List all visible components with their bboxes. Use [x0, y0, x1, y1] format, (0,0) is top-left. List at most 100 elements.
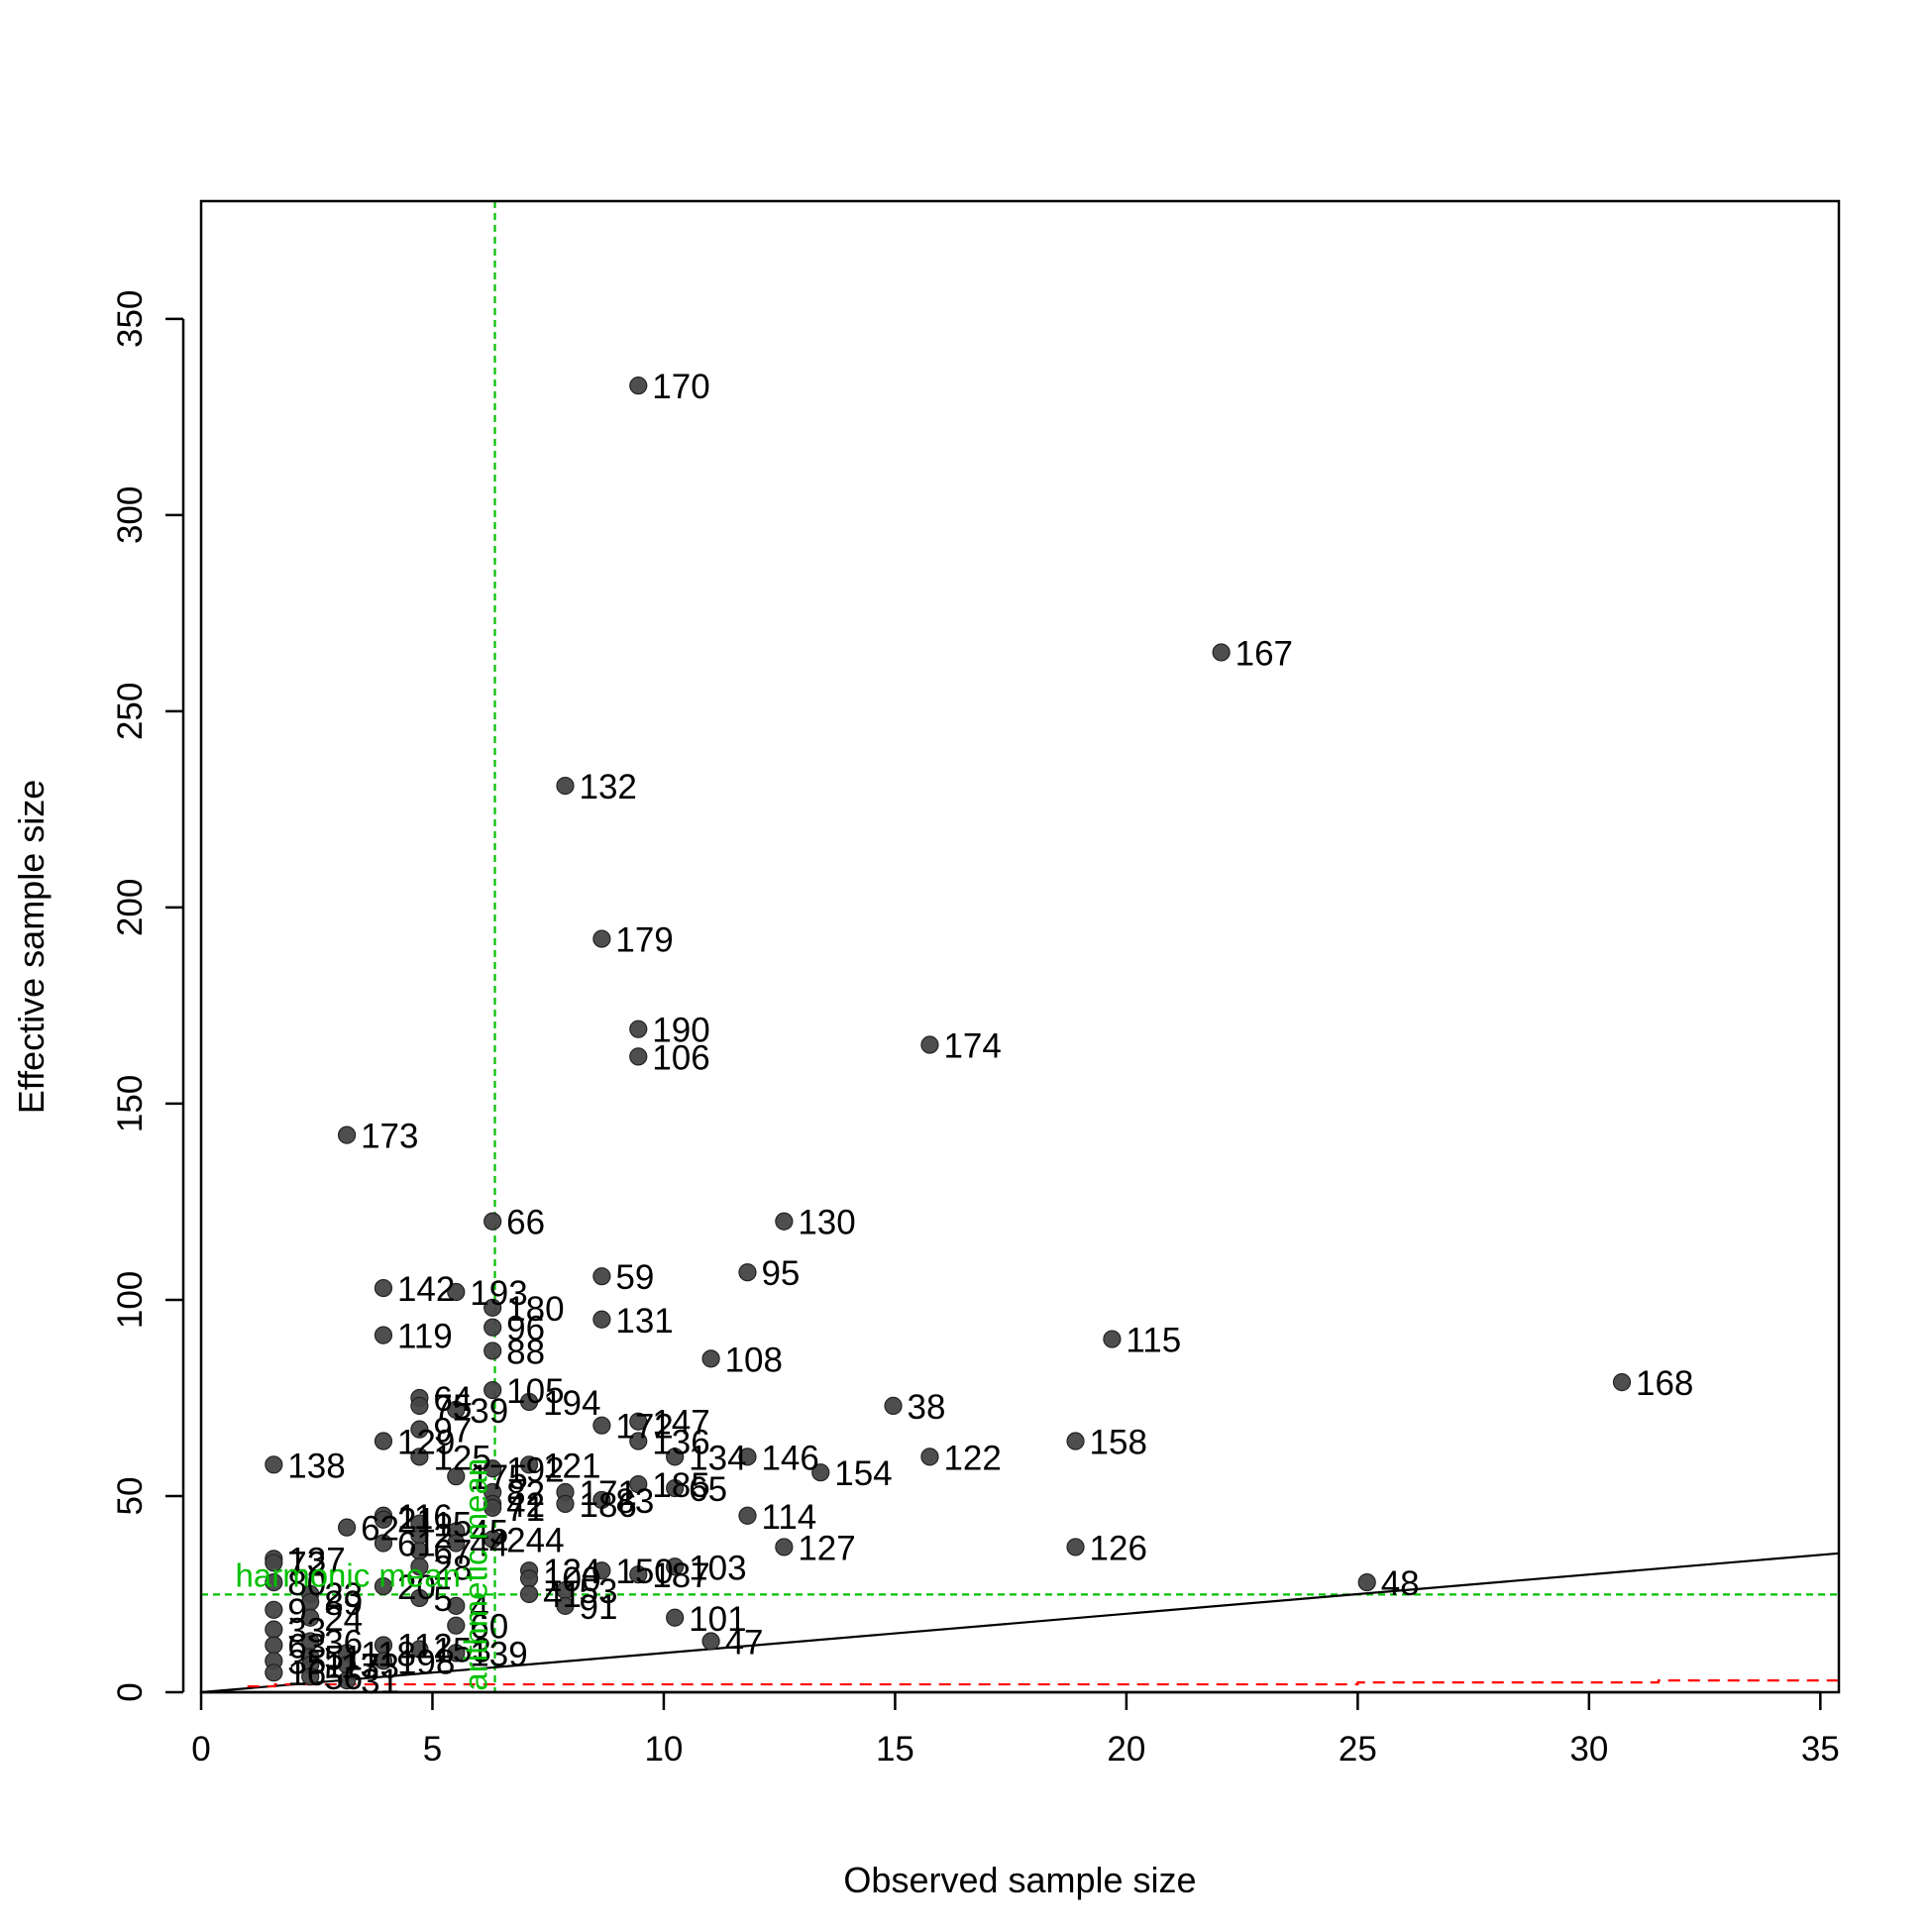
point-label: 45 [470, 1514, 508, 1553]
point-label: 153 [433, 1631, 490, 1669]
data-point [556, 777, 575, 796]
point-label: 39 [470, 1392, 508, 1431]
data-points [265, 376, 1632, 1690]
data-point [410, 1557, 429, 1576]
point-label: 103 [689, 1549, 746, 1587]
data-point [629, 1020, 648, 1038]
point-label: 5 [433, 1580, 452, 1619]
point-label: 47 [725, 1624, 764, 1663]
y-tick-label: 250 [111, 683, 150, 740]
data-point [592, 1561, 611, 1580]
data-point [374, 1326, 393, 1344]
identity-line [200, 1552, 1840, 1694]
data-point [483, 1498, 502, 1517]
data-point [483, 1380, 502, 1400]
data-point [265, 1620, 283, 1639]
data-point [519, 1392, 539, 1412]
arithmetic-mean-label: arithmetic mean [458, 1458, 494, 1691]
identity-line-group [200, 1552, 1840, 1694]
point-label: 42 [506, 1486, 545, 1525]
harmonic-mean-label: harmonic mean [236, 1556, 461, 1593]
data-point [519, 1455, 539, 1474]
point-label: 33 [287, 1612, 326, 1651]
point-label: 129 [397, 1424, 455, 1462]
point-label: 244 [506, 1522, 564, 1560]
point-label: 168 [1636, 1364, 1693, 1403]
data-point [410, 1588, 429, 1608]
data-point [374, 1432, 393, 1450]
point-label: 122 [943, 1439, 1001, 1477]
point-label: 136 [652, 1424, 709, 1462]
point-label: 106 [652, 1038, 709, 1077]
data-point [265, 1455, 283, 1474]
data-point [374, 1534, 393, 1553]
point-label: 193 [470, 1274, 527, 1313]
point-label: 41 [543, 1576, 582, 1615]
point-label: 9 [287, 1592, 306, 1631]
data-point [884, 1396, 903, 1415]
point-label: 28 [433, 1549, 472, 1587]
data-point [483, 1342, 502, 1360]
point-label: 167 [1235, 634, 1293, 673]
data-point [374, 1510, 393, 1529]
point-label: 24 [324, 1600, 363, 1639]
point-label: 130 [798, 1204, 855, 1242]
point-label: 21 [397, 1502, 436, 1541]
data-point [666, 1478, 685, 1498]
point-label: 60 [470, 1608, 508, 1647]
point-label: 139 [470, 1635, 527, 1673]
point-label: 138 [287, 1447, 345, 1485]
data-point [920, 1448, 939, 1466]
data-point [1103, 1330, 1122, 1348]
point-label: 146 [761, 1439, 818, 1477]
point-label: 63 [287, 1627, 326, 1665]
data-point [337, 1126, 357, 1144]
data-point [629, 1565, 648, 1584]
data-point [337, 1518, 357, 1537]
data-point [556, 1494, 575, 1513]
x-axis: 0 5 10 15 20 25 30 35 [191, 1690, 1840, 1769]
data-point [410, 1640, 429, 1659]
data-point [374, 1652, 393, 1670]
point-label: 4 [470, 1588, 488, 1627]
data-point [592, 1310, 611, 1329]
y-tick-label: 50 [111, 1477, 150, 1516]
data-point [265, 1573, 283, 1592]
point-label: 114 [761, 1498, 816, 1537]
point-label: 75 [433, 1388, 472, 1427]
point-label: 31 [361, 1663, 399, 1701]
point-label: 16 [287, 1655, 326, 1693]
point-label: 186 [579, 1486, 636, 1525]
y-tick-label: 300 [111, 486, 150, 544]
point-label: 67 [433, 1533, 472, 1571]
data-point [265, 1636, 283, 1655]
data-point [738, 1263, 757, 1282]
data-point [447, 1616, 466, 1635]
data-point [666, 1448, 685, 1466]
point-label: 2 [433, 1518, 452, 1556]
point-label: 147 [652, 1404, 709, 1443]
reference-line-labels: harmonic mean arithmetic mean [236, 1458, 494, 1691]
point-label: 173 [361, 1118, 418, 1156]
point-label: 101 [689, 1600, 746, 1639]
data-point [666, 1557, 685, 1576]
x-tick-label: 10 [644, 1730, 683, 1769]
point-label: 132 [579, 768, 636, 806]
point-label: 124 [543, 1553, 600, 1591]
point-label: 127 [798, 1529, 855, 1567]
point-label: 53 [579, 1572, 617, 1611]
data-point [629, 376, 648, 395]
data-point [775, 1212, 794, 1231]
data-point [447, 1596, 466, 1615]
x-tick-label: 0 [191, 1730, 210, 1769]
data-point [592, 1416, 611, 1435]
data-point [556, 1596, 575, 1615]
point-label: 121 [543, 1447, 600, 1485]
point-label: 125 [433, 1439, 490, 1477]
x-axis-title: Observed sample size [843, 1860, 1196, 1900]
data-point [775, 1538, 794, 1556]
point-label: 194 [543, 1384, 600, 1423]
point-label: 192 [506, 1450, 564, 1489]
data-point [410, 1448, 429, 1466]
